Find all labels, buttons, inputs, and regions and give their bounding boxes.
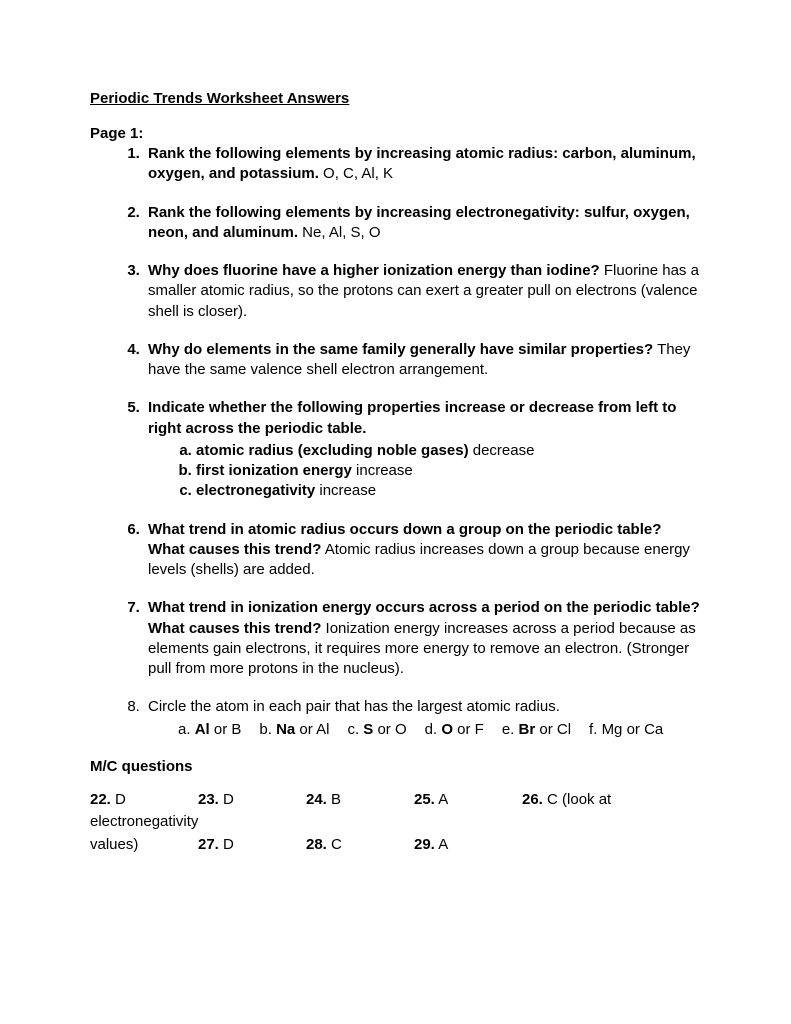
pair-item: d. O or F xyxy=(425,720,484,740)
mc-num: 28. xyxy=(306,836,327,853)
pair-rest: or B xyxy=(210,721,242,738)
mc-item: 24. B xyxy=(306,789,414,812)
question-text: Why does fluorine have a higher ionizati… xyxy=(148,262,600,279)
mc-ans: D xyxy=(219,836,234,853)
pair-label: d. xyxy=(425,721,442,738)
mc-item: 28. C xyxy=(306,834,414,857)
question-list: Rank the following elements by increasin… xyxy=(90,144,701,740)
pair-item: e. Br or Cl xyxy=(502,720,571,740)
mc-ans: B xyxy=(327,791,341,808)
question-text: Why do elements in the same family gener… xyxy=(148,341,653,358)
pair-item: c. S or O xyxy=(347,720,406,740)
answer-text: O, C, Al, K xyxy=(319,165,393,182)
question-text: Circle the atom in each pair that has th… xyxy=(148,698,560,715)
pair-label: f. xyxy=(589,721,602,738)
mc-ans: D xyxy=(219,791,234,808)
pair-label: c. xyxy=(347,721,363,738)
mc-lead: values) xyxy=(90,834,198,857)
mc-item: 29. A xyxy=(414,834,522,857)
sub-item: electronegativity increase xyxy=(196,481,701,501)
pair-item: a. Al or B xyxy=(178,720,241,740)
mc-item: 25. A xyxy=(414,789,522,812)
pair-row: a. Al or B b. Na or Al c. S or O d. O or F e… xyxy=(148,720,701,740)
mc-row: values)27. D28. C29. A xyxy=(90,834,701,857)
pair-bold: Na xyxy=(276,721,295,738)
question-text: Rank the following elements by increasin… xyxy=(148,204,690,241)
pair-rest: or F xyxy=(453,721,484,738)
question-text: Rank the following elements by increasin… xyxy=(148,145,696,182)
question-item: What trend in atomic radius occurs down … xyxy=(144,520,701,581)
mc-answers: 22. D23. D24. B25. A26. C (look at elect… xyxy=(90,789,701,857)
sub-question: first ionization energy xyxy=(196,462,352,479)
pair-bold: O xyxy=(441,721,453,738)
answer-text: Ne, Al, S, O xyxy=(298,224,381,241)
sub-item: atomic radius (excluding noble gases) de… xyxy=(196,441,701,461)
pair-rest: or Cl xyxy=(535,721,571,738)
question-item: Indicate whether the following propertie… xyxy=(144,398,701,501)
question-item: Rank the following elements by increasin… xyxy=(144,144,701,185)
mc-header: M/C questions xyxy=(90,758,701,775)
sub-answer: increase xyxy=(352,462,413,479)
mc-num: 23. xyxy=(198,791,219,808)
pair-bold: Br xyxy=(519,721,536,738)
mc-ans: D xyxy=(111,791,126,808)
pair-bold: Al xyxy=(195,721,210,738)
mc-ans: C xyxy=(327,836,342,853)
mc-item: 23. D xyxy=(198,789,306,812)
mc-num: 27. xyxy=(198,836,219,853)
mc-num: 25. xyxy=(414,791,435,808)
mc-num: 26. xyxy=(522,791,543,808)
pair-rest: or O xyxy=(373,721,406,738)
mc-num: 29. xyxy=(414,836,435,853)
sub-answer: decrease xyxy=(469,442,535,459)
mc-num: 22. xyxy=(90,791,111,808)
pair-item: b. Na or Al xyxy=(259,720,329,740)
question-item: Circle the atom in each pair that has th… xyxy=(144,697,701,740)
sub-question: electronegativity xyxy=(196,482,315,499)
mc-row: 22. D23. D24. B25. A26. C (look at elect… xyxy=(90,789,701,834)
pair-label: e. xyxy=(502,721,519,738)
pair-rest: Mg or Ca xyxy=(602,721,664,738)
mc-item: 27. D xyxy=(198,834,306,857)
pair-bold: S xyxy=(363,721,373,738)
sub-question: atomic radius (excluding noble gases) xyxy=(196,442,469,459)
sub-answer: increase xyxy=(315,482,376,499)
question-item: What trend in ionization energy occurs a… xyxy=(144,598,701,679)
question-item: Why does fluorine have a higher ionizati… xyxy=(144,261,701,322)
pair-rest: or Al xyxy=(295,721,329,738)
mc-item: 22. D xyxy=(90,789,198,812)
sub-item: first ionization energy increase xyxy=(196,461,701,481)
sub-list: atomic radius (excluding noble gases) de… xyxy=(148,441,701,502)
document-page: Periodic Trends Worksheet Answers Page 1… xyxy=(0,0,791,856)
mc-ans: A xyxy=(435,836,448,853)
pair-label: b. xyxy=(259,721,276,738)
question-item: Rank the following elements by increasin… xyxy=(144,203,701,244)
page-label: Page 1: xyxy=(90,125,701,142)
question-text: Indicate whether the following propertie… xyxy=(148,399,676,436)
document-title: Periodic Trends Worksheet Answers xyxy=(90,90,701,107)
pair-item: f. Mg or Ca xyxy=(589,720,663,740)
mc-num: 24. xyxy=(306,791,327,808)
mc-ans: A xyxy=(435,791,448,808)
pair-label: a. xyxy=(178,721,195,738)
question-item: Why do elements in the same family gener… xyxy=(144,340,701,381)
